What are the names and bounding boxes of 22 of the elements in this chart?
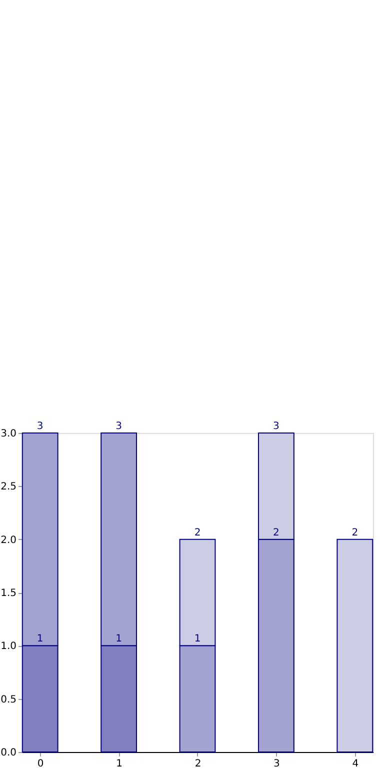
x-tick-label: 0 <box>37 758 44 770</box>
bar <box>336 538 374 752</box>
y-tick-label: 1.5 <box>0 588 16 599</box>
y-tick-label: 3.0 <box>0 428 16 440</box>
y-tick-label: 0.5 <box>0 694 16 706</box>
annotation: 3 <box>273 421 280 432</box>
annotation: 3 <box>116 421 122 432</box>
annotation: 1 <box>36 634 44 645</box>
annotation: 2 <box>194 527 201 538</box>
y-tick-label: 2.0 <box>0 534 16 546</box>
annotation: 1 <box>194 634 201 645</box>
y-tick-label: 2.5 <box>0 482 16 493</box>
x-tick-label: 1 <box>116 758 122 770</box>
y-tick-label: 0.0 <box>0 748 16 758</box>
annotation: 2 <box>352 527 358 538</box>
x-tick-label: 4 <box>352 758 359 770</box>
x-tick-label: 2 <box>194 758 202 770</box>
annotation: 2 <box>273 527 280 538</box>
y-tick-label: 1.0 <box>0 641 16 652</box>
x-tick-label: 3 <box>274 758 280 770</box>
annotation: 3 <box>36 421 44 432</box>
annotation: 1 <box>116 634 122 645</box>
